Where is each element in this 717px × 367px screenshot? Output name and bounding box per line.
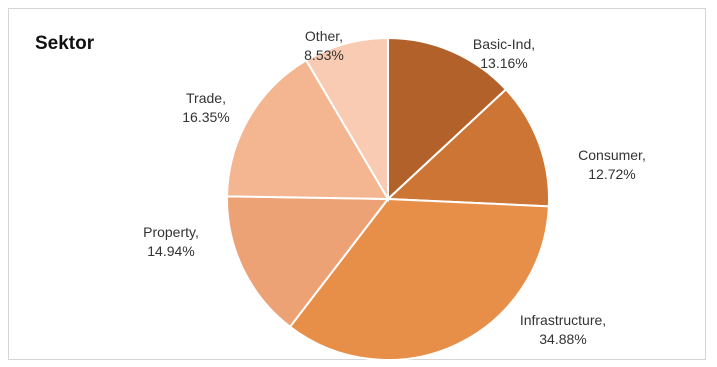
slice-label-property: Property, 14.94% [143, 224, 199, 259]
slice-label-consumer: Consumer, 12.72% [578, 147, 646, 182]
slice-label-other: Other, 8.53% [304, 28, 344, 63]
slice-label-value: 16.35% [182, 109, 229, 125]
slice-label-value: 8.53% [304, 47, 344, 63]
slice-label-basic-ind: Basic-Ind, 13.16% [473, 36, 535, 71]
pie-slice-infrastructure [288, 197, 550, 361]
slice-label-name: Infrastructure, [520, 312, 606, 328]
slice-label-value: 12.72% [588, 166, 635, 182]
slice-label-infrastructure: Infrastructure, 34.88% [520, 312, 606, 347]
slice-label-value: 13.16% [480, 55, 527, 71]
slice-label-value: 34.88% [539, 331, 586, 347]
slice-label-value: 14.94% [147, 243, 194, 259]
slice-label-trade: Trade, 16.35% [182, 90, 229, 125]
pie-slice-consumer [385, 87, 550, 208]
chart-title: Sektor [35, 33, 95, 54]
slice-label-name: Consumer, [578, 147, 646, 163]
slice-label-name: Basic-Ind, [473, 36, 535, 52]
pie-slice-basic-ind [387, 36, 508, 202]
slice-label-name: Trade, [186, 90, 226, 106]
pie-slices [226, 36, 550, 361]
pie-labels: Basic-Ind, 13.16% Consumer, 12.72% Infrastru… [143, 28, 646, 347]
pie-slice-property [226, 195, 391, 329]
slice-label-name: Property, [143, 224, 199, 240]
pie-slice-trade [226, 58, 390, 201]
slice-label-name: Other, [305, 28, 343, 44]
pie-slice-other [304, 36, 389, 203]
